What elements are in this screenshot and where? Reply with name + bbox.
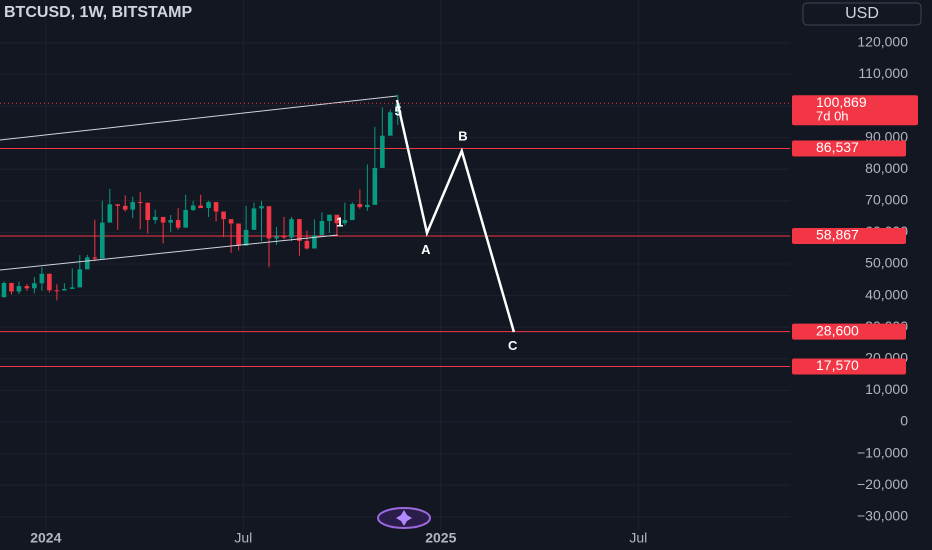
y-tick-label: 90,000 bbox=[865, 128, 908, 144]
wave-path bbox=[395, 99, 516, 333]
candle-body bbox=[243, 229, 249, 246]
candle-body bbox=[304, 240, 310, 249]
level-label: 86,537 bbox=[816, 139, 859, 155]
candle-body bbox=[357, 203, 363, 208]
candle-body bbox=[1, 282, 7, 298]
candle-body bbox=[372, 167, 378, 205]
candle-body bbox=[69, 287, 75, 289]
candle-body bbox=[115, 204, 121, 206]
candle-body bbox=[160, 216, 166, 223]
y-tick-label: 10,000 bbox=[865, 381, 908, 397]
grid bbox=[0, 0, 790, 530]
y-tick-label: 70,000 bbox=[865, 191, 908, 207]
candle-body bbox=[297, 219, 302, 241]
candle-body bbox=[289, 219, 294, 238]
channel-line bbox=[0, 234, 338, 271]
last-price-label: 100,869 bbox=[816, 94, 867, 110]
level-tag bbox=[792, 227, 906, 244]
candle-body bbox=[107, 204, 113, 223]
currency-button[interactable] bbox=[802, 2, 922, 26]
candle-body bbox=[62, 288, 67, 291]
wave-label: A bbox=[421, 242, 431, 257]
candle-body bbox=[236, 223, 241, 246]
x-tick-label: Jul bbox=[629, 530, 647, 546]
candle-body bbox=[365, 204, 370, 208]
candle-body bbox=[145, 202, 151, 221]
candle-body bbox=[9, 282, 14, 292]
candle-body bbox=[130, 202, 136, 210]
candle-body bbox=[228, 219, 234, 224]
candle-body bbox=[183, 209, 188, 228]
logo-star bbox=[396, 510, 412, 526]
candle-body bbox=[32, 283, 37, 289]
candle-body bbox=[175, 220, 181, 228]
level-tag bbox=[792, 358, 906, 375]
channel-line bbox=[0, 95, 398, 141]
candle-body bbox=[137, 202, 143, 204]
candle-body bbox=[92, 257, 98, 259]
candle-body bbox=[24, 286, 30, 289]
level-label: 58,867 bbox=[816, 227, 859, 243]
y-tick-label: 80,000 bbox=[865, 160, 908, 176]
candle-body bbox=[259, 206, 264, 209]
candle-body bbox=[152, 216, 158, 221]
currency-label[interactable]: USD bbox=[845, 5, 879, 22]
x-tick-label: 2025 bbox=[425, 530, 456, 546]
candle-body bbox=[84, 257, 90, 270]
axis: 120,000110,000100,00090,00080,00070,0006… bbox=[30, 33, 918, 546]
wave-label: C bbox=[508, 338, 518, 353]
candle-body bbox=[122, 205, 128, 210]
candle-body bbox=[168, 220, 173, 223]
candle-body bbox=[281, 236, 287, 238]
y-tick-label: 50,000 bbox=[865, 255, 908, 271]
level-tag bbox=[792, 140, 906, 157]
candle-body bbox=[342, 220, 348, 224]
y-tick-label: 120,000 bbox=[857, 33, 908, 49]
level-label: 17,570 bbox=[816, 357, 859, 373]
y-tick-label: 40,000 bbox=[865, 286, 908, 302]
last-price-tag bbox=[792, 95, 918, 126]
candle-body bbox=[100, 222, 105, 259]
plot: 1 5 A B C bbox=[0, 94, 790, 367]
candle-body bbox=[16, 286, 22, 292]
countdown-label: 7d 0h bbox=[816, 109, 849, 124]
y-tick-label: 0 bbox=[900, 413, 908, 429]
wave-label: B bbox=[458, 129, 467, 144]
candle-body bbox=[251, 208, 257, 230]
candle-body bbox=[190, 205, 196, 210]
candle-body bbox=[221, 211, 226, 220]
symbol-title: BTCUSD, 1W, BITSTAMP bbox=[4, 4, 192, 21]
candle-body bbox=[39, 273, 45, 284]
candle-body bbox=[334, 214, 340, 224]
candle-body bbox=[77, 269, 83, 288]
x-tick-label: 2024 bbox=[30, 530, 61, 546]
candle-body bbox=[387, 112, 393, 136]
wave-label: 5 bbox=[395, 104, 402, 119]
candle-body bbox=[350, 203, 355, 221]
x-tick-label: Jul bbox=[234, 530, 252, 546]
level-label: 28,600 bbox=[816, 322, 859, 338]
wave-label: 1 bbox=[336, 214, 343, 229]
candle-body bbox=[274, 236, 279, 239]
logo bbox=[377, 507, 431, 529]
candle-body bbox=[319, 221, 325, 236]
y-tick-label: −10,000 bbox=[857, 444, 908, 460]
candle-body bbox=[198, 205, 203, 209]
level-tag bbox=[792, 323, 906, 340]
candle-body bbox=[54, 290, 60, 292]
candle-body bbox=[47, 273, 52, 291]
candle-body bbox=[206, 202, 211, 209]
candle-body bbox=[312, 235, 317, 249]
candle-body bbox=[213, 202, 219, 212]
y-tick-label: 110,000 bbox=[858, 65, 908, 81]
candle-body bbox=[266, 206, 272, 239]
y-tick-label: −30,000 bbox=[857, 507, 908, 523]
y-tick-label: −20,000 bbox=[857, 476, 908, 492]
candle-body bbox=[327, 214, 332, 222]
candle-body bbox=[380, 135, 385, 168]
